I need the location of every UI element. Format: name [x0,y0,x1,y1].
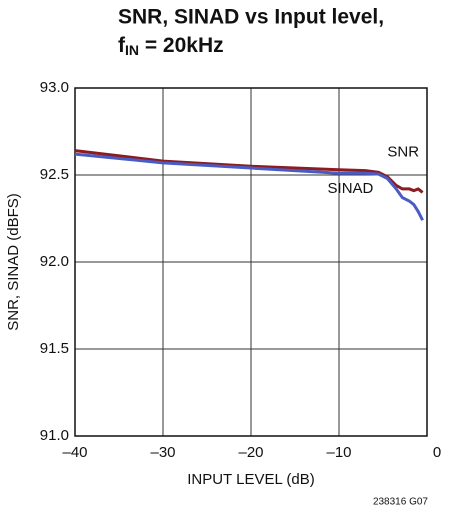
x-tick-label: –30 [150,444,175,461]
series-label: SNR [387,143,419,160]
series-label: SINAD [328,180,374,197]
plot-frame [74,87,428,437]
chart-subtitle: fIN = 20kHz [118,34,224,58]
subtitle-subscript: IN [125,42,139,58]
y-tick-label: 93.0 [40,79,69,96]
x-tick-label: –40 [62,444,87,461]
data-line [74,149,424,194]
x-tick-label: –20 [238,444,263,461]
figure-note: 238316 G07 [373,497,428,508]
data-line [74,152,424,221]
x-axis-label: INPUT LEVEL (dB) [187,471,315,488]
y-axis-label: SNR, SINAD (dBFS) [5,193,22,331]
y-tick-label: 92.0 [40,253,69,270]
y-tick-label: 91.5 [40,340,69,357]
y-tick-label: 91.0 [40,427,69,444]
x-tick-label: 0 [433,444,441,461]
subtitle-text: = 20kHz [139,34,224,57]
subtitle-symbol: f [118,34,126,57]
y-tick-label: 92.5 [40,166,69,183]
x-tick-label: –10 [326,444,351,461]
chart-title: SNR, SINAD vs Input level, [118,6,384,29]
